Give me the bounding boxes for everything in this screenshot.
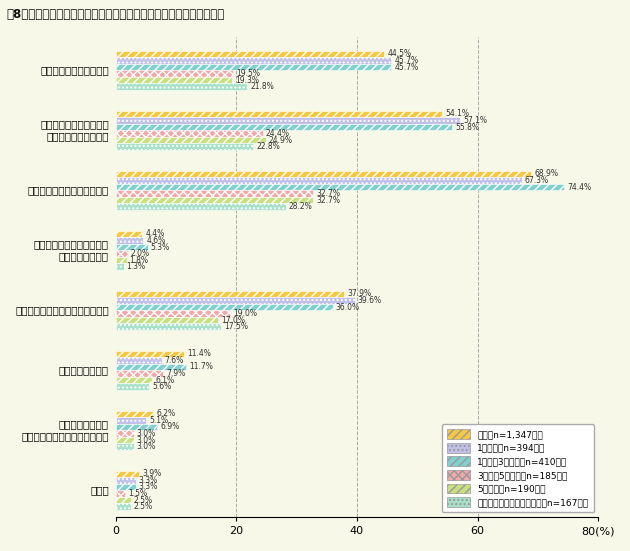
Bar — [116, 410, 153, 417]
Bar — [116, 504, 131, 510]
Text: 6.1%: 6.1% — [156, 376, 175, 385]
Bar — [116, 304, 333, 310]
Bar — [116, 143, 253, 150]
Text: 36.0%: 36.0% — [336, 302, 360, 311]
Text: 19.5%: 19.5% — [236, 69, 260, 78]
Bar — [116, 117, 460, 124]
Text: 22.8%: 22.8% — [256, 142, 280, 151]
Bar — [116, 137, 266, 143]
Text: 1.5%: 1.5% — [128, 489, 147, 498]
Bar — [116, 83, 247, 90]
Bar — [116, 57, 391, 64]
Text: 68.9%: 68.9% — [534, 169, 558, 179]
Bar — [116, 244, 147, 250]
Bar — [116, 437, 134, 444]
Bar — [116, 197, 313, 203]
Bar — [116, 310, 231, 317]
Bar — [116, 51, 384, 57]
Text: 21.8%: 21.8% — [250, 82, 274, 91]
Bar — [116, 497, 131, 504]
Text: 11.4%: 11.4% — [188, 349, 211, 358]
Text: 39.6%: 39.6% — [358, 296, 382, 305]
Bar — [116, 471, 139, 477]
Bar — [116, 250, 128, 257]
Legend: 全体（n=1,347人）, 1年未満（n=394人）, 1年以上3年未満（n=410人）, 3年以上5年未満（n=185人）, 5年以上（n=190人）, 一度: 全体（n=1,347人）, 1年未満（n=394人）, 1年以上3年未満（n=4… — [442, 424, 593, 512]
Text: 17.0%: 17.0% — [221, 316, 245, 325]
Text: 3.0%: 3.0% — [137, 436, 156, 445]
Bar — [116, 183, 564, 190]
Text: 3.0%: 3.0% — [137, 442, 156, 451]
Text: 4.6%: 4.6% — [146, 236, 166, 245]
Text: 74.4%: 74.4% — [568, 182, 592, 192]
Text: 1.3%: 1.3% — [127, 262, 146, 271]
Bar — [116, 130, 263, 137]
Text: 4.4%: 4.4% — [146, 229, 164, 239]
Text: 図8　通報制度の効果についてどのように考えますか。（複数回答）: 図8 通報制度の効果についてどのように考えますか。（複数回答） — [6, 8, 224, 21]
Text: 28.2%: 28.2% — [289, 202, 312, 211]
Text: 32.7%: 32.7% — [316, 189, 340, 198]
Bar — [116, 297, 355, 304]
Text: 24.4%: 24.4% — [266, 129, 290, 138]
Bar — [116, 377, 152, 383]
Bar — [116, 383, 149, 390]
Bar — [116, 290, 345, 297]
Bar — [116, 430, 134, 437]
Bar — [116, 317, 218, 323]
Bar — [116, 263, 123, 270]
Text: 2.5%: 2.5% — [134, 502, 153, 511]
Bar — [116, 77, 232, 83]
Bar — [116, 417, 146, 424]
Bar — [116, 323, 221, 330]
Bar — [116, 490, 125, 497]
Text: 32.7%: 32.7% — [316, 196, 340, 204]
Text: 24.9%: 24.9% — [269, 136, 293, 144]
Bar — [116, 477, 135, 484]
Text: 45.7%: 45.7% — [394, 56, 418, 65]
Bar — [116, 237, 144, 244]
Bar — [116, 177, 522, 183]
Bar — [116, 350, 185, 357]
Text: 3.0%: 3.0% — [137, 429, 156, 438]
Bar — [116, 444, 134, 450]
Text: 2.0%: 2.0% — [131, 249, 150, 258]
Text: 19.0%: 19.0% — [233, 309, 257, 318]
Text: 55.8%: 55.8% — [455, 122, 479, 132]
Text: 2.5%: 2.5% — [134, 495, 153, 505]
Text: 45.7%: 45.7% — [394, 62, 418, 72]
Text: 3.3%: 3.3% — [139, 476, 158, 485]
Bar — [116, 484, 135, 490]
Bar — [116, 364, 186, 370]
Text: 19.3%: 19.3% — [235, 75, 259, 85]
Text: 3.3%: 3.3% — [139, 483, 158, 491]
Bar — [116, 370, 163, 377]
Bar — [116, 171, 531, 177]
Text: 7.9%: 7.9% — [166, 369, 186, 378]
Text: 5.6%: 5.6% — [152, 382, 172, 391]
Bar — [116, 64, 391, 71]
Bar — [116, 190, 313, 197]
Text: 67.3%: 67.3% — [525, 176, 549, 185]
Text: 37.9%: 37.9% — [347, 289, 372, 299]
Bar — [116, 257, 127, 263]
Text: 11.7%: 11.7% — [189, 363, 213, 371]
Text: 1.8%: 1.8% — [130, 256, 149, 264]
Text: 7.6%: 7.6% — [164, 356, 184, 365]
Text: 6.9%: 6.9% — [160, 423, 180, 431]
Text: 17.5%: 17.5% — [224, 322, 248, 331]
Bar — [116, 71, 233, 77]
Text: 5.3%: 5.3% — [151, 242, 170, 251]
Text: 3.9%: 3.9% — [142, 469, 161, 478]
Text: 5.1%: 5.1% — [149, 416, 169, 425]
Bar — [116, 111, 442, 117]
Bar — [116, 357, 161, 364]
Bar — [116, 124, 452, 130]
Bar — [116, 231, 142, 237]
Text: 54.1%: 54.1% — [445, 110, 469, 118]
Text: 57.1%: 57.1% — [463, 116, 487, 125]
Bar — [116, 424, 158, 430]
Bar — [116, 203, 286, 210]
Text: 44.5%: 44.5% — [387, 50, 411, 58]
Text: 6.2%: 6.2% — [156, 409, 175, 418]
